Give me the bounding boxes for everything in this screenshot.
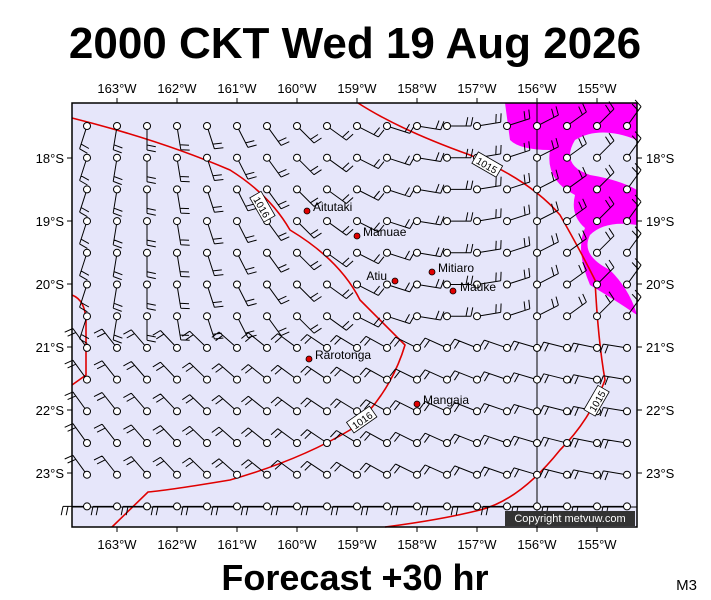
place-label: Rarotonga [315,348,371,362]
place-dot [391,277,399,285]
place-dot [303,207,311,215]
wind-barbs [60,99,642,516]
place-dot [428,268,436,276]
map-labels: 163°W 163°W 162°W 162°W 161°W 161°W 160°W 160°W… [36,81,675,552]
lon-label-bottom: 156°W [517,537,557,552]
lon-label-top: 160°W [277,81,317,96]
lat-label-left: 18°S [36,151,65,166]
lat-label-right: 21°S [646,340,675,355]
lon-label-bottom: 162°W [157,537,197,552]
lon-label-top: 155°W [577,81,617,96]
place-label: Atiu [366,269,387,283]
lon-label-bottom: 155°W [577,537,617,552]
lat-label-left: 22°S [36,403,65,418]
lon-label-bottom: 160°W [277,537,317,552]
isobar-label-box [471,151,504,178]
forecast-label: Forecast +30 hr [221,557,488,598]
model-label: M3 [676,577,697,594]
place-label: Mangaia [423,393,469,407]
lon-label-top: 157°W [457,81,497,96]
place-label: Aitutaki [313,200,352,214]
lon-label-bottom: 159°W [337,537,377,552]
lon-label-bottom: 163°W [97,537,137,552]
lat-label-right: 19°S [646,214,675,229]
copyright-box [505,511,635,526]
map-frame [71,102,638,528]
lon-label-top: 158°W [397,81,437,96]
place-label: Mitiaro [438,261,474,275]
place-dot [449,287,457,295]
lat-label-left: 19°S [36,214,65,229]
lat-label-left: 21°S [36,340,65,355]
place-label: Mauke [460,280,496,294]
lon-label-bottom: 161°W [217,537,257,552]
lon-label-bottom: 157°W [457,537,497,552]
lat-label-left: 23°S [36,466,65,481]
title: 2000 CKT Wed 19 Aug 2026 [69,19,641,68]
lat-label-right: 20°S [646,277,675,292]
lat-label-left: 20°S [36,277,65,292]
place-dot [413,400,421,408]
place-dot [353,232,361,240]
lon-label-top: 163°W [97,81,137,96]
place-dot [305,355,313,363]
isobar-label-box [345,405,378,434]
place-label: Manuae [363,225,407,239]
lon-label-bottom: 158°W [397,537,437,552]
isobar-label-box [249,190,276,223]
lon-label-top: 156°W [517,81,557,96]
barb-staffs [60,99,642,516]
isobar-label: 1015 [583,384,610,417]
barb-stations [83,122,632,511]
copyright: Copyright metvuw.com [514,513,625,525]
lat-label-right: 22°S [646,403,675,418]
lat-label-right: 18°S [646,151,675,166]
lat-label-right: 23°S [646,466,675,481]
lon-label-top: 159°W [337,81,377,96]
lon-label-top: 161°W [217,81,257,96]
isobar-label-box [583,384,610,417]
lon-label-top: 162°W [157,81,197,96]
